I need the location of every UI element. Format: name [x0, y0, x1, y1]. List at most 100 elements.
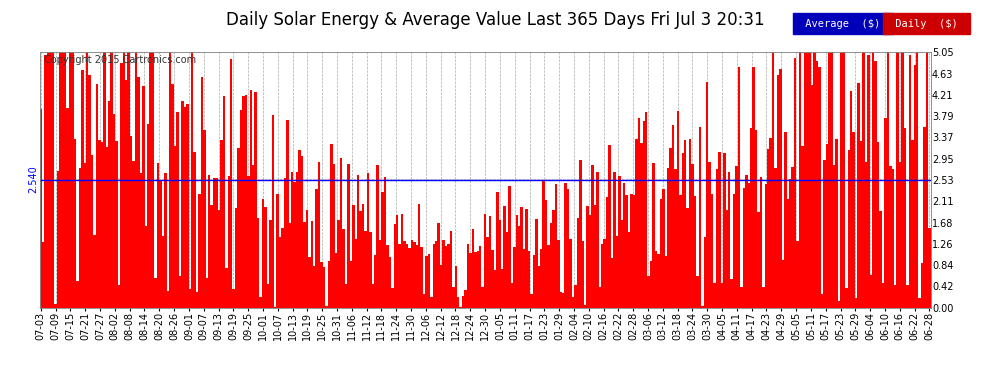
Bar [166, 291, 169, 308]
Bar [101, 142, 103, 308]
Bar [479, 246, 481, 308]
Bar [906, 285, 909, 308]
Bar [521, 207, 523, 308]
Bar [125, 80, 128, 308]
Bar [787, 199, 789, 308]
Bar [396, 215, 398, 308]
Bar [161, 236, 164, 308]
Bar [742, 188, 745, 308]
Bar [506, 232, 508, 308]
Bar [636, 139, 638, 308]
Bar [877, 142, 879, 308]
Bar [850, 91, 852, 308]
Bar [721, 283, 723, 308]
Bar [56, 171, 59, 308]
Bar [435, 242, 438, 308]
Bar [366, 173, 369, 308]
Bar [864, 162, 867, 308]
Bar [536, 219, 538, 308]
Bar [867, 55, 869, 308]
Bar [96, 84, 98, 308]
Bar [694, 196, 696, 308]
Bar [188, 289, 191, 308]
Bar [325, 306, 328, 308]
Bar [714, 283, 716, 308]
Bar [554, 184, 557, 308]
Bar [391, 288, 394, 308]
Bar [643, 121, 645, 308]
Bar [569, 239, 572, 308]
Bar [704, 237, 706, 308]
Bar [88, 75, 91, 308]
Bar [418, 204, 421, 308]
Bar [291, 172, 293, 308]
Bar [340, 158, 343, 308]
Bar [862, 53, 864, 308]
Bar [691, 164, 694, 308]
Bar [649, 261, 652, 308]
Bar [51, 53, 54, 308]
Bar [857, 83, 859, 308]
Bar [540, 249, 543, 308]
Bar [701, 306, 704, 308]
Bar [408, 248, 411, 308]
Bar [135, 53, 138, 308]
Bar [201, 77, 203, 308]
Bar [747, 183, 750, 308]
Bar [924, 126, 926, 308]
Bar [191, 53, 193, 308]
Bar [279, 237, 281, 308]
Bar [833, 165, 836, 308]
Bar [491, 250, 494, 307]
Bar [133, 161, 135, 308]
Bar [579, 160, 581, 308]
Bar [379, 240, 381, 308]
Bar [471, 230, 474, 308]
Bar [254, 92, 256, 308]
Bar [389, 257, 391, 307]
Bar [696, 276, 699, 308]
Bar [50, 53, 51, 308]
Bar [303, 222, 306, 308]
Bar [547, 245, 549, 308]
Bar [156, 163, 159, 308]
Bar [154, 278, 156, 308]
Bar [264, 207, 266, 308]
Bar [343, 230, 345, 308]
Bar [164, 173, 166, 308]
Bar [196, 292, 198, 308]
Bar [81, 70, 83, 308]
Bar [240, 110, 243, 308]
Bar [364, 231, 366, 308]
Bar [462, 296, 464, 307]
Bar [143, 86, 145, 308]
Bar [633, 195, 636, 308]
Bar [586, 206, 589, 308]
Bar [464, 291, 467, 308]
Bar [738, 68, 741, 308]
Bar [93, 235, 96, 308]
Bar [819, 68, 821, 308]
Bar [872, 53, 874, 308]
Bar [413, 242, 416, 308]
Bar [887, 53, 889, 308]
Bar [274, 307, 276, 308]
Text: Daily Solar Energy & Average Value Last 365 Days Fri Jul 3 20:31: Daily Solar Energy & Average Value Last … [226, 11, 764, 29]
Bar [914, 64, 916, 308]
Bar [662, 189, 664, 308]
Bar [789, 179, 791, 308]
Bar [83, 163, 86, 308]
Bar [576, 217, 579, 308]
Bar [208, 175, 211, 308]
Bar [394, 224, 396, 308]
Bar [723, 153, 726, 308]
Bar [718, 152, 721, 308]
Bar [489, 216, 491, 308]
Bar [641, 143, 643, 308]
Bar [416, 244, 418, 308]
Bar [806, 53, 809, 308]
Bar [699, 127, 701, 308]
Bar [838, 301, 841, 307]
Bar [98, 140, 101, 308]
Bar [511, 283, 513, 308]
